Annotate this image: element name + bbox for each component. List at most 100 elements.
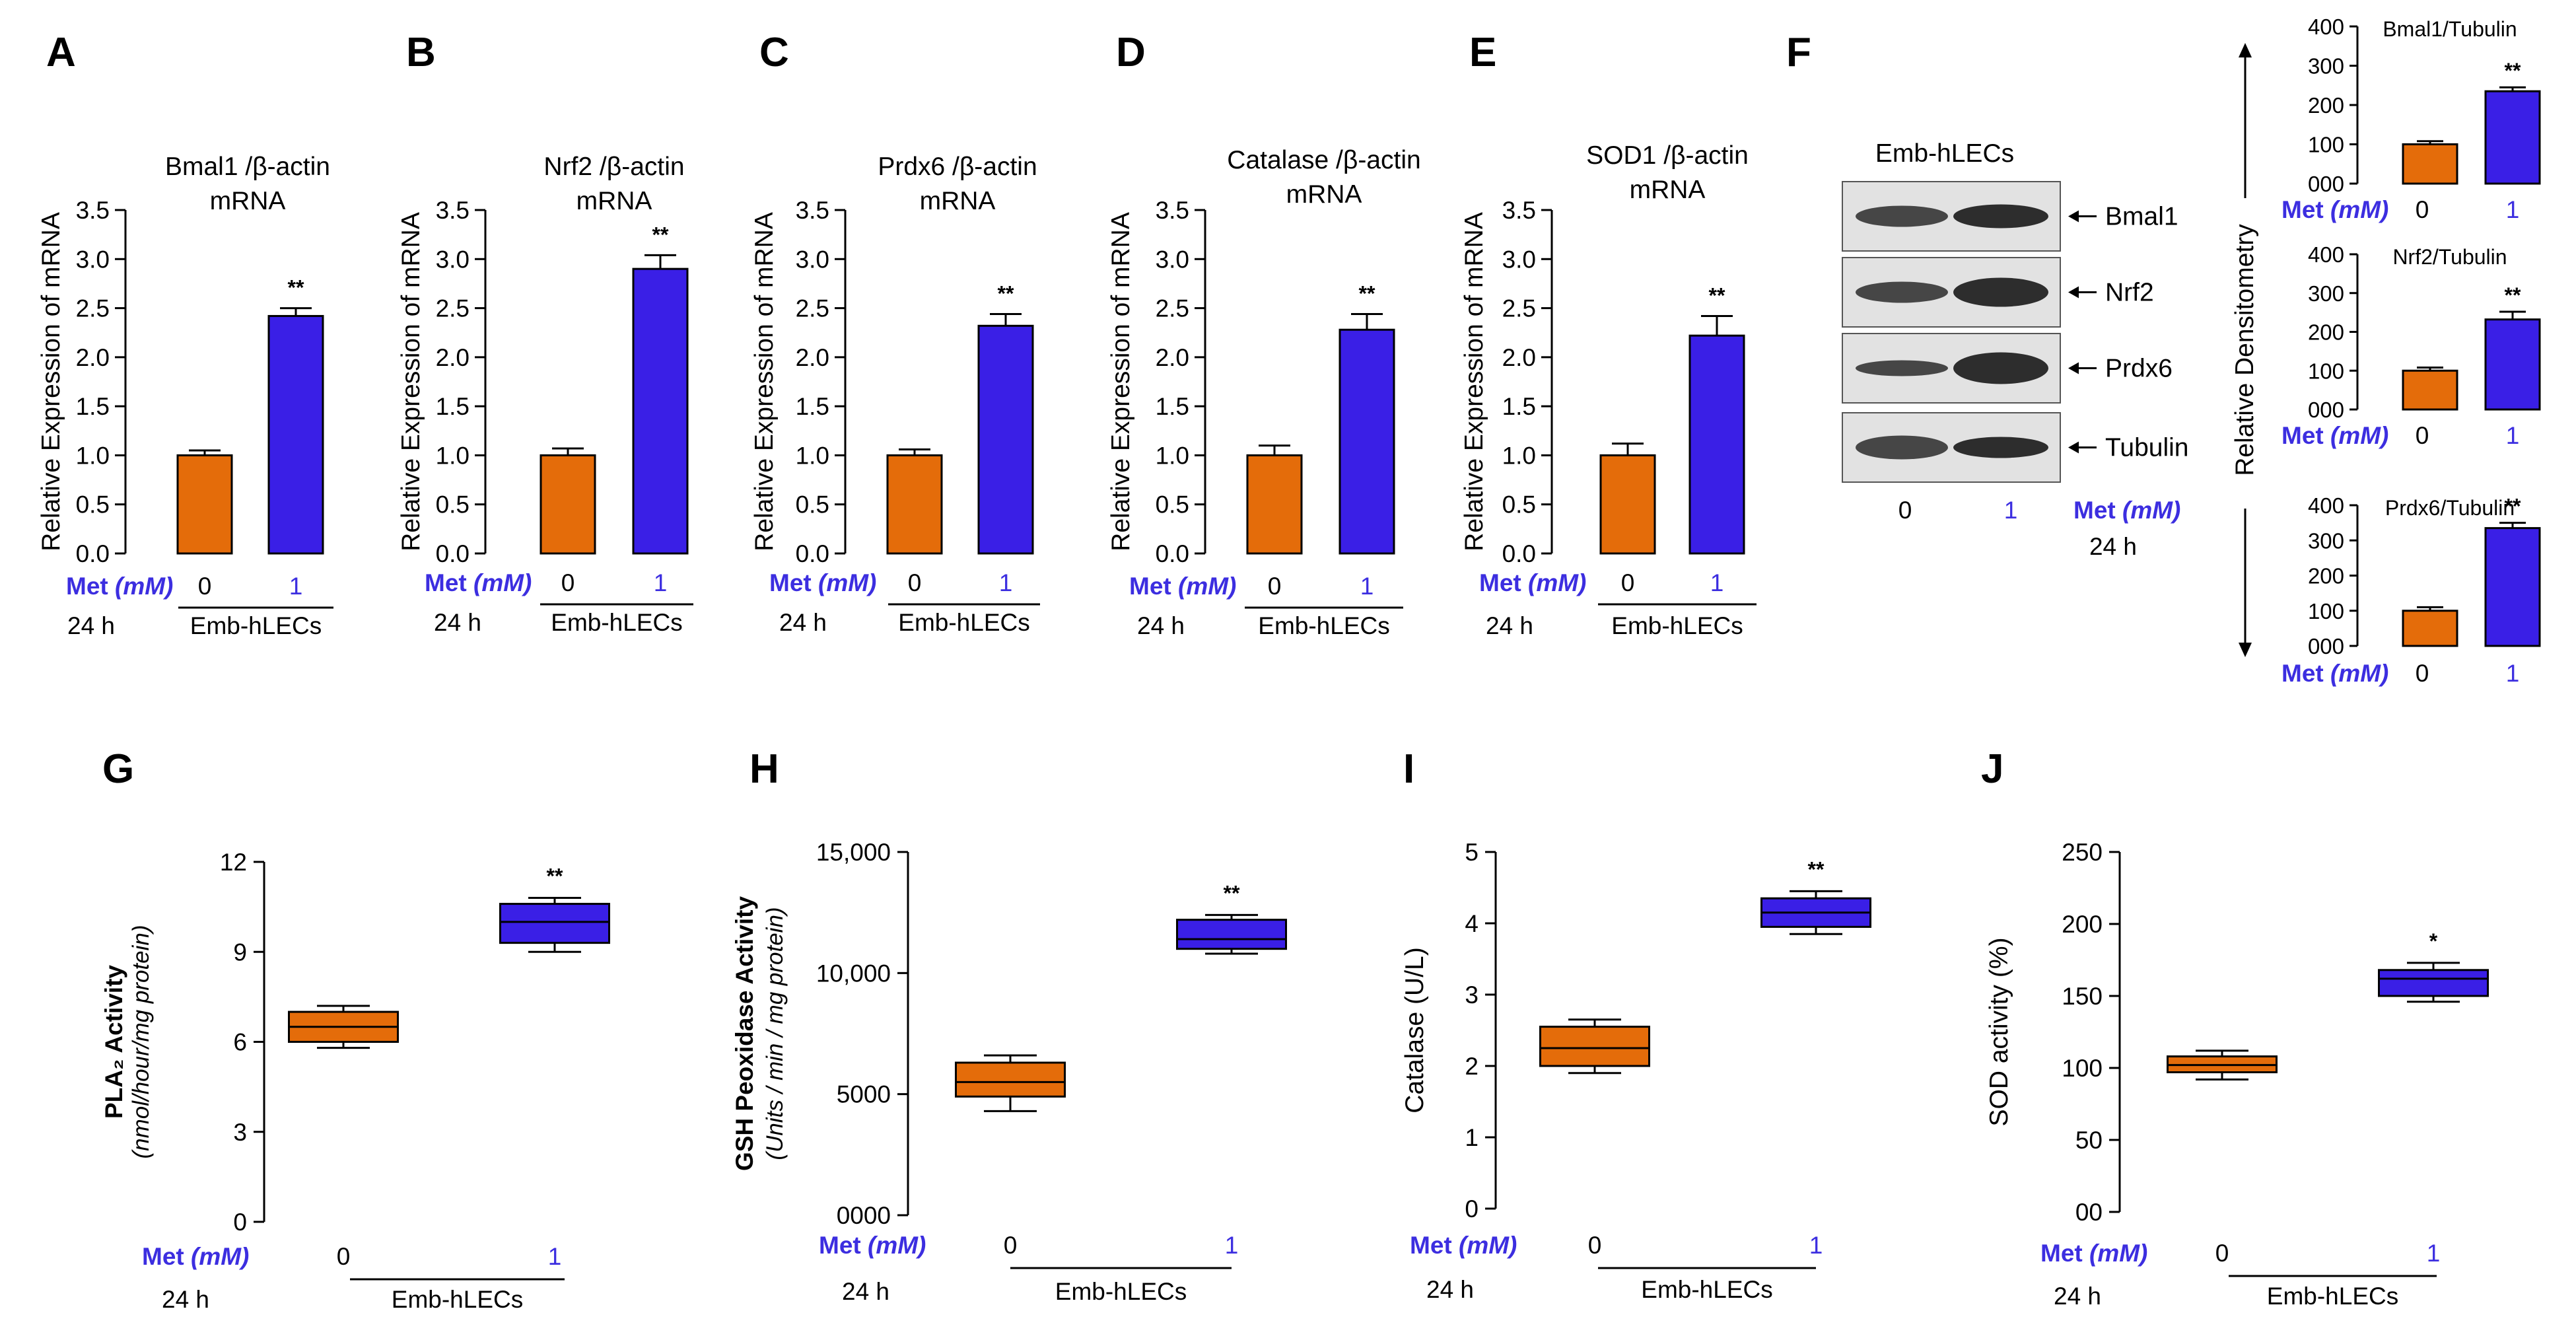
blot-strip-nrf2 bbox=[1842, 257, 2061, 328]
time-label: 24 h bbox=[67, 612, 115, 639]
x-met-label: Met (mM) bbox=[1410, 1232, 1517, 1259]
panel-label-f: F bbox=[1786, 30, 1811, 75]
band-label-prdx6: Prdx6 bbox=[2105, 355, 2173, 383]
panel-j: J SOD activity (%) 00 50 100 150 200 250 * Met (m… bbox=[1981, 746, 2489, 1310]
blot-strip-prdx6 bbox=[1842, 333, 2061, 404]
box-1 bbox=[1176, 913, 1287, 955]
x-met-label: Met (mM) bbox=[1129, 573, 1236, 600]
y-axis-unit: (Units / min / mg protein) bbox=[762, 907, 788, 1160]
x-x-tick-1: 1 bbox=[1225, 1232, 1239, 1259]
chart-title-line2: mRNA bbox=[1286, 180, 1362, 209]
panel-label-g: G bbox=[102, 746, 134, 792]
arrow-head-icon bbox=[2068, 362, 2079, 374]
y-axis-label: Relative Expression of mRNA bbox=[750, 212, 779, 551]
y-axis-label: Relative Expression of mRNA bbox=[1107, 212, 1135, 551]
y-tick-label: 2.0 bbox=[1502, 344, 1536, 371]
y-tick-label: 2.0 bbox=[1156, 344, 1189, 371]
y-axis-label: SOD activity (%) bbox=[1985, 937, 2013, 1126]
time-label: 24 h bbox=[1137, 612, 1185, 639]
bar-0 bbox=[886, 454, 943, 555]
significance-marker: ** bbox=[1808, 857, 1825, 881]
significance-marker: ** bbox=[2505, 283, 2521, 307]
significance-marker: ** bbox=[1224, 881, 1240, 905]
y-tick-label: 3.0 bbox=[796, 246, 829, 273]
met-label: Met (mM) bbox=[2281, 422, 2388, 449]
band-lane-1 bbox=[1953, 352, 2048, 384]
blot-time-label: 24 h bbox=[2089, 533, 2137, 560]
y-axis-unit: (nmol/hour/mg protein) bbox=[128, 925, 154, 1158]
x-tick-1: 1 bbox=[2506, 196, 2520, 223]
panel-e: E SOD1 /β-actin mRNA Relative Expression of… bbox=[1460, 30, 1757, 639]
panel-f: F Emb-hLECs Bmal1 Nrf2 Prdx6 Tubulin 0 1 Met (mM… bbox=[1786, 30, 2259, 657]
y-tick-label: 0.5 bbox=[76, 491, 110, 518]
y-tick-label: 3.5 bbox=[436, 197, 470, 224]
x-x-tick-0: 0 bbox=[1588, 1232, 1602, 1259]
y-tick-label: 000 bbox=[2308, 634, 2344, 658]
x-x-tick-0: 0 bbox=[1268, 573, 1282, 600]
y-tick-label: 300 bbox=[2308, 281, 2344, 306]
band-lane-0 bbox=[1856, 205, 1948, 227]
significance-marker: ** bbox=[998, 281, 1014, 305]
box-1 bbox=[499, 897, 610, 953]
x-met-label: Met (mM) bbox=[142, 1243, 249, 1270]
x-x-tick-1: 1 bbox=[999, 569, 1013, 596]
y-tick-label: 4 bbox=[1465, 910, 1479, 937]
y-tick-label: 1.5 bbox=[76, 393, 110, 420]
y-tick-label: 400 bbox=[2308, 15, 2344, 39]
x-tick-0: 0 bbox=[2416, 196, 2429, 223]
arrow-head-icon bbox=[2068, 210, 2079, 223]
panel-label-h: H bbox=[749, 746, 779, 792]
x-x-tick-1: 1 bbox=[1360, 573, 1374, 600]
y-tick-label: 1.0 bbox=[76, 442, 110, 469]
y-tick-label: 3.0 bbox=[436, 246, 470, 273]
y-tick-label: 00 bbox=[2075, 1199, 2103, 1226]
chart-title-line2: mRNA bbox=[210, 187, 286, 215]
small-chart-title: Nrf2/Tubulin bbox=[2392, 245, 2507, 269]
panel-b: B Nrf2 /β-actin mRNA Relative Expression of… bbox=[397, 30, 693, 636]
panel-g: G PLA₂ Activity (nmol/hour/mg protein) 0 3 6 9… bbox=[100, 746, 610, 1313]
panel-h: H GSH Peoxidase Activity (Units / min / mg… bbox=[731, 746, 1287, 1305]
y-tick-label: 200 bbox=[2308, 93, 2344, 118]
y-tick-label: 1.0 bbox=[796, 442, 829, 469]
significance-marker: ** bbox=[652, 223, 669, 246]
y-tick-label: 1.5 bbox=[1156, 393, 1189, 420]
band-lane-0 bbox=[1856, 281, 1948, 303]
x-tick-0: 0 bbox=[2416, 422, 2429, 449]
arrow-down-icon bbox=[2239, 643, 2252, 657]
y-axis-label: Catalase (U/L) bbox=[1401, 947, 1429, 1113]
y-tick-label: 15,000 bbox=[816, 839, 891, 866]
lane-label-1: 1 bbox=[2004, 497, 2018, 524]
y-tick-label: 1.0 bbox=[436, 442, 470, 469]
y-tick-label: 0.5 bbox=[436, 491, 470, 518]
chart-title-line2: mRNA bbox=[1630, 176, 1706, 204]
y-tick-label: 400 bbox=[2308, 493, 2344, 518]
x-x-tick-1: 1 bbox=[1710, 569, 1724, 596]
bar-0 bbox=[1599, 454, 1656, 555]
x-x-tick-0: 0 bbox=[2215, 1240, 2229, 1267]
panel-i: I Catalase (U/L) 0 1 2 3 4 5 ** Met (mM) 0 1 24 h Emb… bbox=[1401, 746, 1871, 1303]
x-x-tick-0: 0 bbox=[198, 573, 212, 600]
y-tick-label: 0.0 bbox=[76, 540, 110, 567]
y-tick-label: 3 bbox=[233, 1119, 247, 1146]
group-label: Emb-hLECs bbox=[1641, 1276, 1772, 1303]
panel-label-b: B bbox=[406, 30, 436, 75]
y-tick-label: 0.0 bbox=[436, 540, 470, 567]
time-label: 24 h bbox=[2054, 1283, 2101, 1310]
group-label: Emb-hLECs bbox=[2267, 1283, 2398, 1310]
x-x-tick-0: 0 bbox=[561, 569, 575, 596]
x-x-tick-0: 0 bbox=[337, 1243, 351, 1270]
y-tick-label: 2.0 bbox=[796, 344, 829, 371]
met-label: Met (mM) bbox=[2281, 196, 2388, 223]
x-x-tick-0: 0 bbox=[1004, 1232, 1018, 1259]
group-label: Emb-hLECs bbox=[1258, 612, 1389, 639]
bar-0 bbox=[2402, 143, 2458, 185]
box-body bbox=[1176, 919, 1287, 950]
x-tick-1: 1 bbox=[2506, 660, 2520, 687]
y-tick-label: 0 bbox=[1465, 1195, 1479, 1222]
y-tick-label: 0000 bbox=[837, 1202, 891, 1229]
bar-1 bbox=[2484, 318, 2541, 411]
box-body bbox=[499, 903, 610, 944]
arrow-up-icon bbox=[2239, 43, 2252, 57]
x-met-label: Met (mM) bbox=[819, 1232, 926, 1259]
